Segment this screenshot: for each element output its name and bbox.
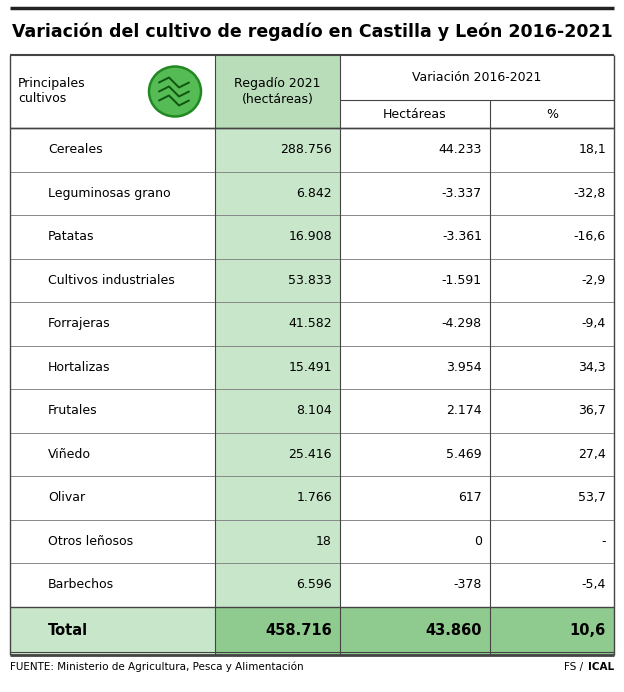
Bar <box>215 520 340 563</box>
Text: Patatas: Patatas <box>48 230 94 244</box>
Text: Barbechos: Barbechos <box>48 579 114 591</box>
Text: 458.716: 458.716 <box>265 623 332 638</box>
Bar <box>215 432 340 476</box>
Bar <box>215 606 614 655</box>
Text: ICAL: ICAL <box>588 662 614 672</box>
Bar <box>10 606 215 655</box>
Text: Frutales: Frutales <box>48 404 97 417</box>
Text: Variación 2016-2021: Variación 2016-2021 <box>412 71 542 84</box>
Bar <box>215 55 340 128</box>
Text: 41.582: 41.582 <box>288 317 332 330</box>
Bar <box>215 128 340 172</box>
Text: 15.491: 15.491 <box>288 361 332 374</box>
Text: -32,8: -32,8 <box>573 187 606 200</box>
Text: Principales
cultivos: Principales cultivos <box>18 78 85 105</box>
Text: 53.833: 53.833 <box>288 274 332 286</box>
Text: 6.596: 6.596 <box>296 579 332 591</box>
Bar <box>215 563 340 606</box>
Text: 18,1: 18,1 <box>578 143 606 156</box>
Text: Hectáreas: Hectáreas <box>383 107 447 120</box>
Text: -9,4: -9,4 <box>582 317 606 330</box>
Text: 3.954: 3.954 <box>446 361 482 374</box>
Bar <box>215 302 340 345</box>
Text: Total: Total <box>48 623 88 638</box>
Text: 43.860: 43.860 <box>426 623 482 638</box>
Text: 8.104: 8.104 <box>296 404 332 417</box>
Text: 0: 0 <box>474 535 482 548</box>
Text: -5,4: -5,4 <box>582 579 606 591</box>
Text: Olivar: Olivar <box>48 491 85 504</box>
Text: 288.756: 288.756 <box>280 143 332 156</box>
Text: Hortalizas: Hortalizas <box>48 361 110 374</box>
Text: -16,6: -16,6 <box>574 230 606 244</box>
Ellipse shape <box>149 66 201 116</box>
Bar <box>215 259 340 302</box>
Bar <box>215 345 340 389</box>
Text: 18: 18 <box>316 535 332 548</box>
Text: 6.842: 6.842 <box>296 187 332 200</box>
Text: Leguminosas grano: Leguminosas grano <box>48 187 170 200</box>
Text: -378: -378 <box>454 579 482 591</box>
Text: FUENTE: Ministerio de Agricultura, Pesca y Alimentación: FUENTE: Ministerio de Agricultura, Pesca… <box>10 662 304 672</box>
Text: Otros leñosos: Otros leñosos <box>48 535 133 548</box>
Text: -3.337: -3.337 <box>442 187 482 200</box>
Text: Cultivos industriales: Cultivos industriales <box>48 274 175 286</box>
Text: Forrajeras: Forrajeras <box>48 317 110 330</box>
Text: 5.469: 5.469 <box>446 448 482 461</box>
Text: 36,7: 36,7 <box>578 404 606 417</box>
Text: -1.591: -1.591 <box>442 274 482 286</box>
Text: Cereales: Cereales <box>48 143 102 156</box>
Text: -2,9: -2,9 <box>582 274 606 286</box>
Text: Regadío 2021
(hectáreas): Regadío 2021 (hectáreas) <box>234 78 321 105</box>
Text: Variación del cultivo de regadío en Castilla y León 2016-2021: Variación del cultivo de regadío en Cast… <box>12 22 612 41</box>
Bar <box>215 476 340 520</box>
Text: -3.361: -3.361 <box>442 230 482 244</box>
Text: 10,6: 10,6 <box>570 623 606 638</box>
Bar <box>215 172 340 215</box>
Bar <box>215 389 340 432</box>
Text: 44.233: 44.233 <box>439 143 482 156</box>
Text: 1.766: 1.766 <box>296 491 332 504</box>
Text: FS /: FS / <box>563 662 586 672</box>
Bar <box>215 215 340 259</box>
Text: 16.908: 16.908 <box>288 230 332 244</box>
Text: 53,7: 53,7 <box>578 491 606 504</box>
Text: 25.416: 25.416 <box>288 448 332 461</box>
Text: 34,3: 34,3 <box>578 361 606 374</box>
Text: -: - <box>602 535 606 548</box>
Text: 617: 617 <box>458 491 482 504</box>
Text: -4.298: -4.298 <box>442 317 482 330</box>
Text: %: % <box>546 107 558 120</box>
Text: 27,4: 27,4 <box>578 448 606 461</box>
Text: Viñedo: Viñedo <box>48 448 91 461</box>
Text: 2.174: 2.174 <box>446 404 482 417</box>
